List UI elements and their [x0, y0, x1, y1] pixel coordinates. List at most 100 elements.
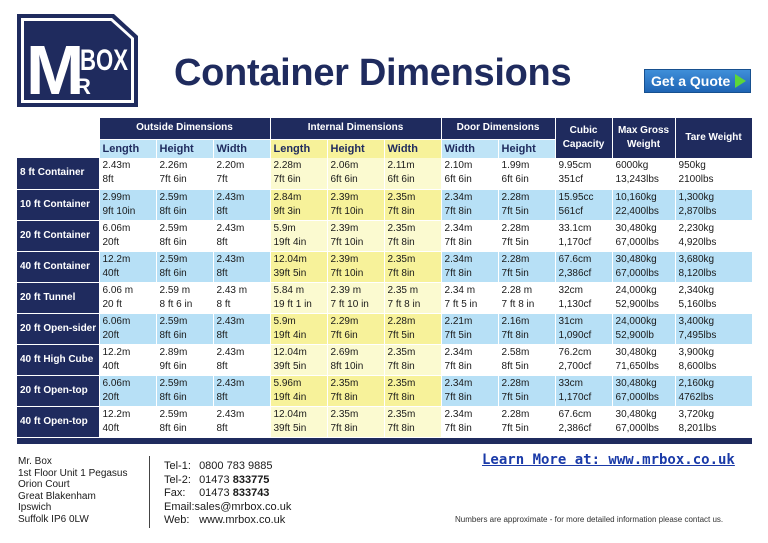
cell-metric: 2.34m [444, 408, 473, 420]
cell-imperial: 19ft 4in [273, 236, 307, 248]
cell-imperial: 8 ft [216, 298, 231, 310]
cell-imperial: 7ft 8in [330, 391, 358, 403]
cell-metric: 3,720kg [678, 408, 715, 420]
cell-d-wid: 2.34m 7ft 8in [441, 406, 499, 438]
cell-imperial: 7ft 5in [444, 329, 472, 341]
cell-i-wid: 2.35m 7ft 8in [384, 375, 442, 407]
cell-metric: 2.43 m [216, 284, 248, 296]
cell-tare: 2,340kg 5,160lbs [675, 282, 753, 314]
fax-number: 833743 [232, 487, 270, 499]
cell-imperial: 5,160lbs [678, 298, 717, 310]
cell-imperial: 7ft 6in [330, 329, 358, 341]
cell-metric: 2.43m [216, 191, 245, 203]
table-row: 40 ft High Cube 12.2m 40ft 2.89m 9ft 6in 2.43… [17, 344, 753, 376]
cell-imperial: 8,201lbs [678, 422, 717, 434]
cell-metric: 2.28m [501, 408, 530, 420]
cell-tare: 950kg 2100lbs [675, 158, 753, 190]
cell-i-hgt: 2.06m 6ft 6in [327, 158, 385, 190]
cell-metric: 5.96m [273, 377, 302, 389]
cell-cubic: 67.6cm 2,386cf [555, 251, 613, 283]
cell-i-hgt: 2.39m 7ft 10in [327, 220, 385, 252]
cell-metric: 2.10m [444, 160, 473, 172]
cell-imperial: 1,170cf [558, 236, 592, 248]
get-a-quote-label: Get a Quote [651, 73, 731, 89]
table-footer-bar [17, 437, 753, 444]
cell-metric: 2.34 m [444, 284, 476, 296]
cell-imperial: 1,130cf [558, 298, 592, 310]
cell-metric: 6000kg [615, 160, 649, 172]
cell-metric: 950kg [678, 160, 706, 172]
cell-i-wid: 2.35m 7ft 8in [384, 344, 442, 376]
mrbox-logo: M R BOX [17, 14, 138, 107]
cell-d-hgt: 2.28 m 7 ft 8 in [498, 282, 556, 314]
cell-metric: 2.59m [159, 377, 188, 389]
cell-imperial: 4762lbs [678, 391, 714, 403]
email-line[interactable]: Email:sales@mrbox.co.uk [164, 500, 292, 513]
play-arrow-icon [735, 74, 747, 88]
cell-metric: 2.28m [273, 160, 302, 172]
cell-metric: 2.84m [273, 191, 302, 203]
cell-o-hgt: 2.59m 8ft 6in [156, 313, 214, 345]
cell-metric: 2.59 m [159, 284, 191, 296]
cell-imperial: 7ft 10in [330, 236, 364, 248]
cell-imperial: 7ft 10in [330, 205, 364, 217]
cell-metric: 2.34m [444, 253, 473, 265]
cell-i-wid: 2.35m 7ft 8in [384, 189, 442, 221]
cell-metric: 2.59m [159, 253, 188, 265]
cell-metric: 6.06m [102, 377, 131, 389]
cell-d-hgt: 2.58m 8ft 5in [498, 344, 556, 376]
cell-metric: 5.9m [273, 222, 296, 234]
cell-imperial: 7ft 5in [501, 267, 529, 279]
cell-metric: 2.39m [330, 253, 359, 265]
cell-o-len: 2.99m 9ft 10in [99, 189, 157, 221]
tel1-number[interactable]: 0800 783 9885 [199, 460, 273, 472]
cell-imperial: 8,600lbs [678, 360, 717, 372]
address-line: Suffolk IP6 0LW [18, 513, 89, 525]
cell-metric: 33.1cm [558, 222, 592, 234]
cell-metric: 30,480kg [615, 253, 657, 265]
cell-imperial: 7ft 5in [501, 391, 529, 403]
cell-o-hgt: 2.89m 9ft 6in [156, 344, 214, 376]
outside-dimensions-header: Outside Dimensions [99, 118, 271, 140]
cell-i-hgt: 2.29m 7ft 6in [327, 313, 385, 345]
cell-metric: 2.20m [216, 160, 245, 172]
get-a-quote-button[interactable]: Get a Quote [644, 69, 751, 93]
cell-metric: 12.2m [102, 408, 131, 420]
cell-imperial: 7ft 8in [444, 391, 472, 403]
cell-imperial: 7 ft 8 in [387, 298, 421, 310]
cell-metric: 2.43m [216, 346, 245, 358]
cell-imperial: 8,120lbs [678, 267, 717, 279]
cell-metric: 2.26m [159, 160, 188, 172]
cell-imperial: 7 ft 5 in [444, 298, 478, 310]
cell-metric: 2.59m [159, 408, 188, 420]
cell-metric: 2.35m [387, 377, 416, 389]
cell-imperial: 8ft [216, 236, 228, 248]
cell-metric: 6.06 m [102, 284, 134, 296]
cell-metric: 2.34m [444, 346, 473, 358]
internal-dimensions-header: Internal Dimensions [270, 118, 442, 140]
cell-gross: 24,000kg 52,900lbs [612, 282, 676, 314]
cell-imperial: 6ft 6in [501, 174, 529, 186]
cell-imperial: 39ft 5in [273, 422, 307, 434]
cell-gross: 30,480kg 67,000lbs [612, 220, 676, 252]
tel2-number[interactable]: 833775 [232, 473, 270, 486]
cell-metric: 15.95cc [558, 191, 594, 203]
cell-i-len: 2.84m 9ft 3in [270, 189, 328, 221]
cell-o-hgt: 2.59m 8ft 6in [156, 406, 214, 438]
cell-o-len: 12.2m 40ft [99, 344, 157, 376]
cell-metric: 2.16m [501, 315, 530, 327]
cell-d-wid: 2.34m 7ft 8in [441, 251, 499, 283]
cell-i-len: 5.9m 19ft 4in [270, 313, 328, 345]
internal-length-header: Length [270, 139, 328, 158]
cell-gross: 30,480kg 71,650lbs [612, 344, 676, 376]
cell-metric: 2.34m [444, 191, 473, 203]
learn-more-link[interactable]: Learn More at: www.mrbox.co.uk [482, 452, 735, 468]
cell-imperial: 7ft 6in [159, 174, 187, 186]
web-link[interactable]: www.mrbox.co.uk [199, 514, 286, 526]
cell-imperial: 19ft 4in [273, 391, 307, 403]
cell-metric: 6.06m [102, 222, 131, 234]
tel2-prefix[interactable]: 01473 [199, 473, 230, 486]
contact-details: Tel-1: 0800 783 9885 Tel-2: 01473 833775… [164, 460, 291, 528]
tare-weight-header: Tare Weight [675, 118, 753, 158]
